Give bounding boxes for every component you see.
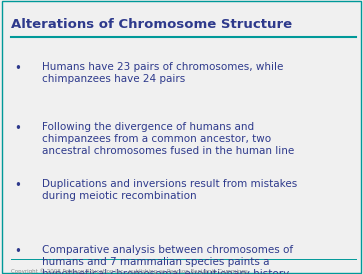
Text: •: •: [15, 179, 21, 192]
Text: Alterations of Chromosome Structure: Alterations of Chromosome Structure: [11, 18, 292, 31]
Text: Copyright © 2008 Pearson Education Inc., publishing as Pearson Benjamin Cummings: Copyright © 2008 Pearson Education Inc.,…: [11, 268, 248, 274]
Text: •: •: [15, 122, 21, 135]
Text: Comparative analysis between chromosomes of
humans and 7 mammalian species paint: Comparative analysis between chromosomes…: [42, 245, 293, 274]
Text: Duplications and inversions result from mistakes
during meiotic recombination: Duplications and inversions result from …: [42, 179, 297, 201]
Text: Following the divergence of humans and
chimpanzees from a common ancestor, two
a: Following the divergence of humans and c…: [42, 122, 294, 156]
Text: •: •: [15, 62, 21, 75]
Text: Humans have 23 pairs of chromosomes, while
chimpanzees have 24 pairs: Humans have 23 pairs of chromosomes, whi…: [42, 62, 283, 84]
Text: •: •: [15, 245, 21, 258]
